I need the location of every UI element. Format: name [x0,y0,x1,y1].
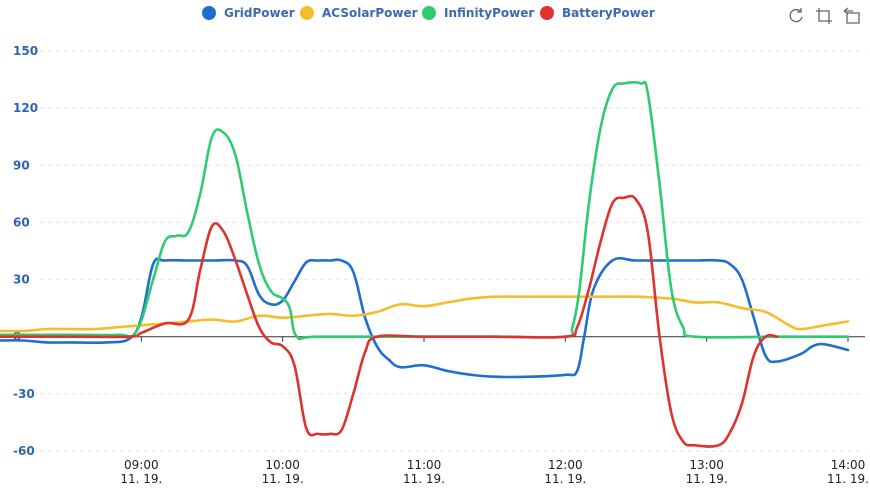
x-tick-date-label: 11. 19. [544,472,586,486]
x-tick-date-label: 11. 19. [686,472,728,486]
x-tick-label: 13:00 [689,458,724,472]
zoom-reset-icon[interactable] [842,6,862,26]
x-tick-date-label: 11. 19. [827,472,869,486]
legend-swatch-acsolarpower [300,6,314,20]
x-tick-date-label: 11. 19. [262,472,304,486]
legend-item-infinitypower[interactable]: InfinityPower [422,6,534,20]
legend-item-acsolarpower[interactable]: ACSolarPower [300,6,418,20]
legend-item-batterypower[interactable]: BatteryPower [540,6,655,20]
x-tick-label: 12:00 [548,458,583,472]
series-line-gridpower [0,256,850,379]
chart-toolbox [786,6,862,26]
y-tick-label: 150 [13,44,38,58]
y-tick-label: 30 [13,273,30,287]
x-tick-label: 09:00 [124,458,159,472]
y-tick-label: 60 [13,215,30,229]
y-tick-label: 90 [13,158,30,172]
y-tick-label: -60 [13,444,35,458]
legend-label: InfinityPower [444,6,535,20]
x-tick-date-label: 11. 19. [403,472,445,486]
x-tick-date-label: 11. 19. [120,472,162,486]
legend-label: ACSolarPower [322,6,418,20]
legend-swatch-gridpower [202,6,216,20]
series-line-infinitypower [0,80,850,341]
x-tick-label: 14:00 [831,458,866,472]
legend-label: GridPower [224,6,295,20]
legend-label: BatteryPower [562,6,655,20]
series-line-batterypower [0,194,779,448]
legend-swatch-batterypower [540,6,554,20]
y-tick-label: 120 [13,101,38,115]
legend-swatch-infinitypower [422,6,436,20]
restore-icon[interactable] [786,6,806,26]
x-tick-label: 10:00 [265,458,300,472]
data-zoom-icon[interactable] [814,6,834,26]
legend-item-gridpower[interactable]: GridPower [202,6,295,20]
x-tick-label: 11:00 [407,458,442,472]
series-line-acsolarpower [0,295,850,333]
y-tick-label: -30 [13,387,35,401]
